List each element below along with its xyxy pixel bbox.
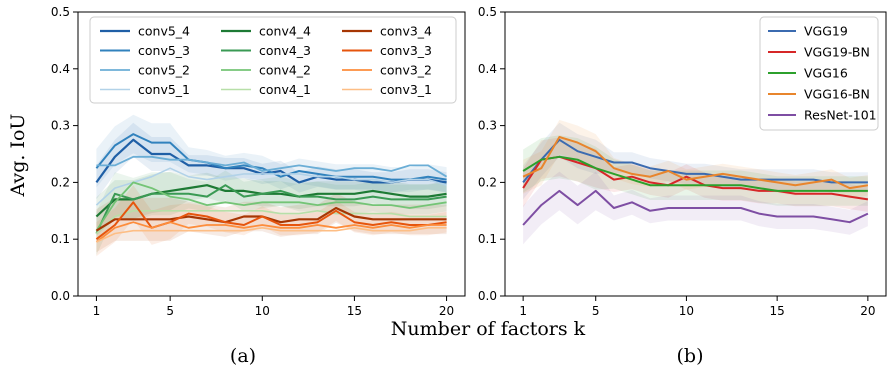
y-tick-label: 0.4 [478,62,497,76]
plot-frame [504,11,887,297]
y-tick-label: 0.0 [51,289,70,303]
legend-box [89,16,457,104]
legend-label-conv5_1: conv5_1 [138,82,190,97]
series-line-conv5_1 [95,167,447,206]
series-line-ResNet-101 [522,189,869,226]
series-line-VGG19 [522,138,868,184]
legend-label-conv4_2: conv4_2 [259,63,311,78]
confidence-band-conv5_3 [96,114,447,193]
x-tick-label: 10 [255,304,270,318]
x-tick-label: 15 [770,304,785,318]
y-axis-label: Avg. IoU [7,114,29,198]
y-tick-label: 0.5 [51,5,70,19]
series-line-conv5_2 [96,155,448,178]
plot-frame [77,11,466,297]
chart-panel-b: 0.00.10.20.30.40.51 5 10 15 20VGG19VGG19-BNV… [478,5,887,318]
series-line-VGG19-BN [522,155,869,201]
confidence-band-conv4_4 [96,171,447,236]
x-tick-label: 20 [860,304,875,318]
x-tick-label: 1 [519,304,527,318]
series-line-conv3_2 [95,221,447,243]
x-tick-label: 5 [166,304,174,318]
y-tick-label: 0.2 [51,175,70,189]
legend: conv5_4 conv5_3 conv5_2 conv5_1 conv4_4 conv4… [89,16,457,104]
series-line-VGG16 [522,155,868,192]
legend-label-VGG19-BN: VGG19-BN [804,45,870,60]
y-tick-label: 0.0 [478,289,497,303]
y-tick-label: 0.5 [478,5,497,19]
panel-a-label: (a) [230,345,256,367]
y-tick-label: 0.1 [51,232,70,246]
y-tick-label: 0.1 [478,232,497,246]
x-tick-label: 5 [592,304,600,318]
series-line-conv3_4 [95,206,447,232]
confidence-band-VGG16 [523,135,868,206]
legend-box [759,16,879,131]
legend-label-conv5_2: conv5_2 [138,63,190,78]
x-tick-label: 10 [679,304,694,318]
y-tick-label: 0.4 [51,62,70,76]
legend-label-VGG19: VGG19 [804,24,848,39]
confidence-band-conv3_4 [96,193,447,253]
series-line-VGG16-BN [522,136,869,190]
confidence-band-conv4_3 [96,170,447,256]
legend-label-ResNet-101: ResNet-101 [804,108,877,123]
legend-label-VGG16: VGG16 [804,66,848,81]
legend-label-conv5_4: conv5_4 [138,24,190,39]
x-axis-label: Number of factors k [391,318,586,340]
legend-label-conv3_4: conv3_4 [380,24,432,39]
y-tick-label: 0.3 [51,119,70,133]
y-tick-label: 0.2 [478,175,497,189]
y-tick-label: 0.3 [478,119,497,133]
x-tick-label: 20 [439,304,454,318]
legend-label-conv3_1: conv3_1 [380,82,432,97]
series-line-conv4_1 [95,210,447,235]
legend-label-conv4_1: conv4_1 [259,82,311,97]
legend-label-conv4_3: conv4_3 [259,43,311,58]
legend-label-conv3_3: conv3_3 [380,43,432,58]
x-tick-label: 1 [93,304,101,318]
series-line-conv4_3 [95,184,447,234]
series-line-conv5_3 [95,133,447,181]
legend-label-conv3_2: conv3_2 [380,63,432,78]
legend-label-conv5_3: conv5_3 [138,43,190,58]
legend-label-conv4_4: conv4_4 [259,24,311,39]
legend-label-VGG16-BN: VGG16-BN [804,87,870,102]
x-tick-label: 15 [347,304,362,318]
chart-panel-a: 0.00.10.20.30.40.51 5 10 15 20conv5_4conv5_3… [51,5,466,318]
panel-b-label: (b) [677,345,704,367]
series-line-conv4_2 [95,181,447,232]
series-line-conv3_1 [96,227,447,243]
legend: VGG19 VGG19-BN VGG16 VGG16-BN ResNet-101 [759,16,879,131]
